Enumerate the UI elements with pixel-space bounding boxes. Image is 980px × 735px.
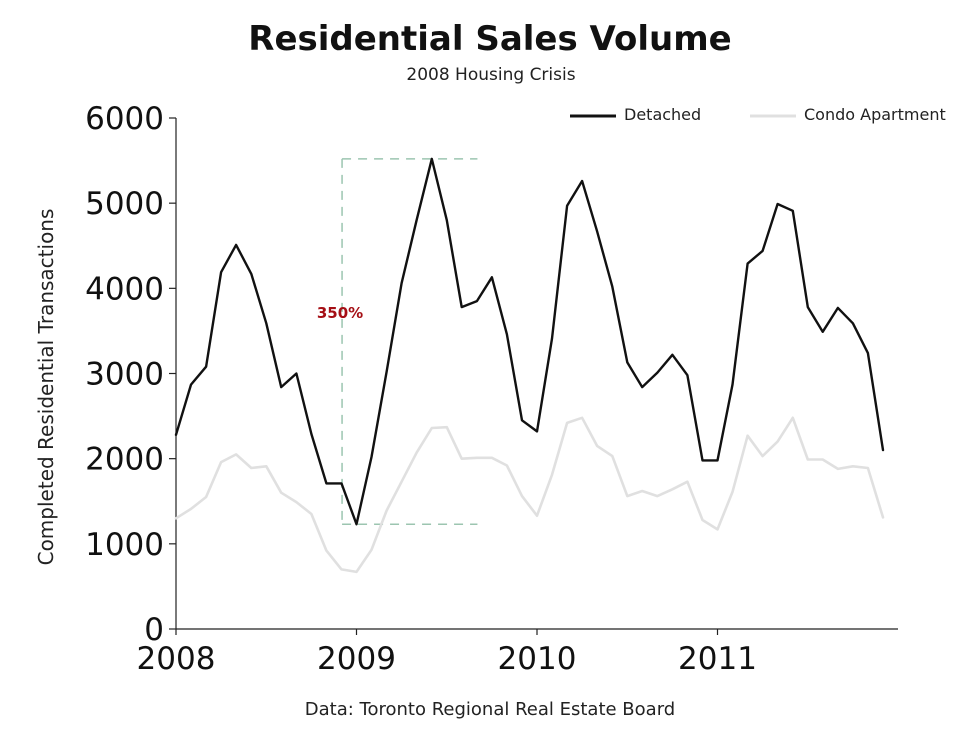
- legend: Detached Condo Apartment: [570, 105, 946, 124]
- y-tick-label-5000: 5000: [85, 186, 164, 222]
- series-detached: [174, 157, 885, 526]
- series-condo-apartment: [174, 416, 885, 574]
- x-axis-ticks: 2008 2009 2010 2011: [137, 629, 757, 677]
- x-tick-label-2008: 2008: [137, 641, 216, 677]
- x-tick-label-2010: 2010: [498, 641, 577, 677]
- x-tick-label-2011: 2011: [678, 641, 757, 677]
- y-tick-label-2000: 2000: [85, 442, 164, 478]
- legend-label-detached: Detached: [624, 105, 701, 124]
- y-tick-label-1000: 1000: [85, 527, 164, 563]
- x-tick-label-2009: 2009: [317, 641, 396, 677]
- y-axis-label: Completed Residential Transactions: [34, 209, 58, 566]
- series-layer: [174, 157, 885, 574]
- y-tick-label-4000: 4000: [85, 271, 164, 307]
- series-line-detached: [174, 157, 885, 526]
- annotation-label: 350%: [317, 304, 363, 322]
- data-source-note: Data: Toronto Regional Real Estate Board: [305, 699, 675, 720]
- chart-title: Residential Sales Volume: [248, 19, 731, 59]
- series-line-condo-apartment: [174, 416, 885, 574]
- y-tick-label-0: 0: [144, 612, 164, 648]
- legend-label-condo-apartment: Condo Apartment: [804, 105, 946, 124]
- y-axis-ticks: 0 1000 2000 3000 4000 5000 6000: [85, 101, 176, 648]
- annotation-350-percent: 350%: [317, 158, 478, 525]
- y-tick-label-6000: 6000: [85, 101, 164, 137]
- y-tick-label-3000: 3000: [85, 357, 164, 393]
- chart-subtitle: 2008 Housing Crisis: [406, 65, 575, 85]
